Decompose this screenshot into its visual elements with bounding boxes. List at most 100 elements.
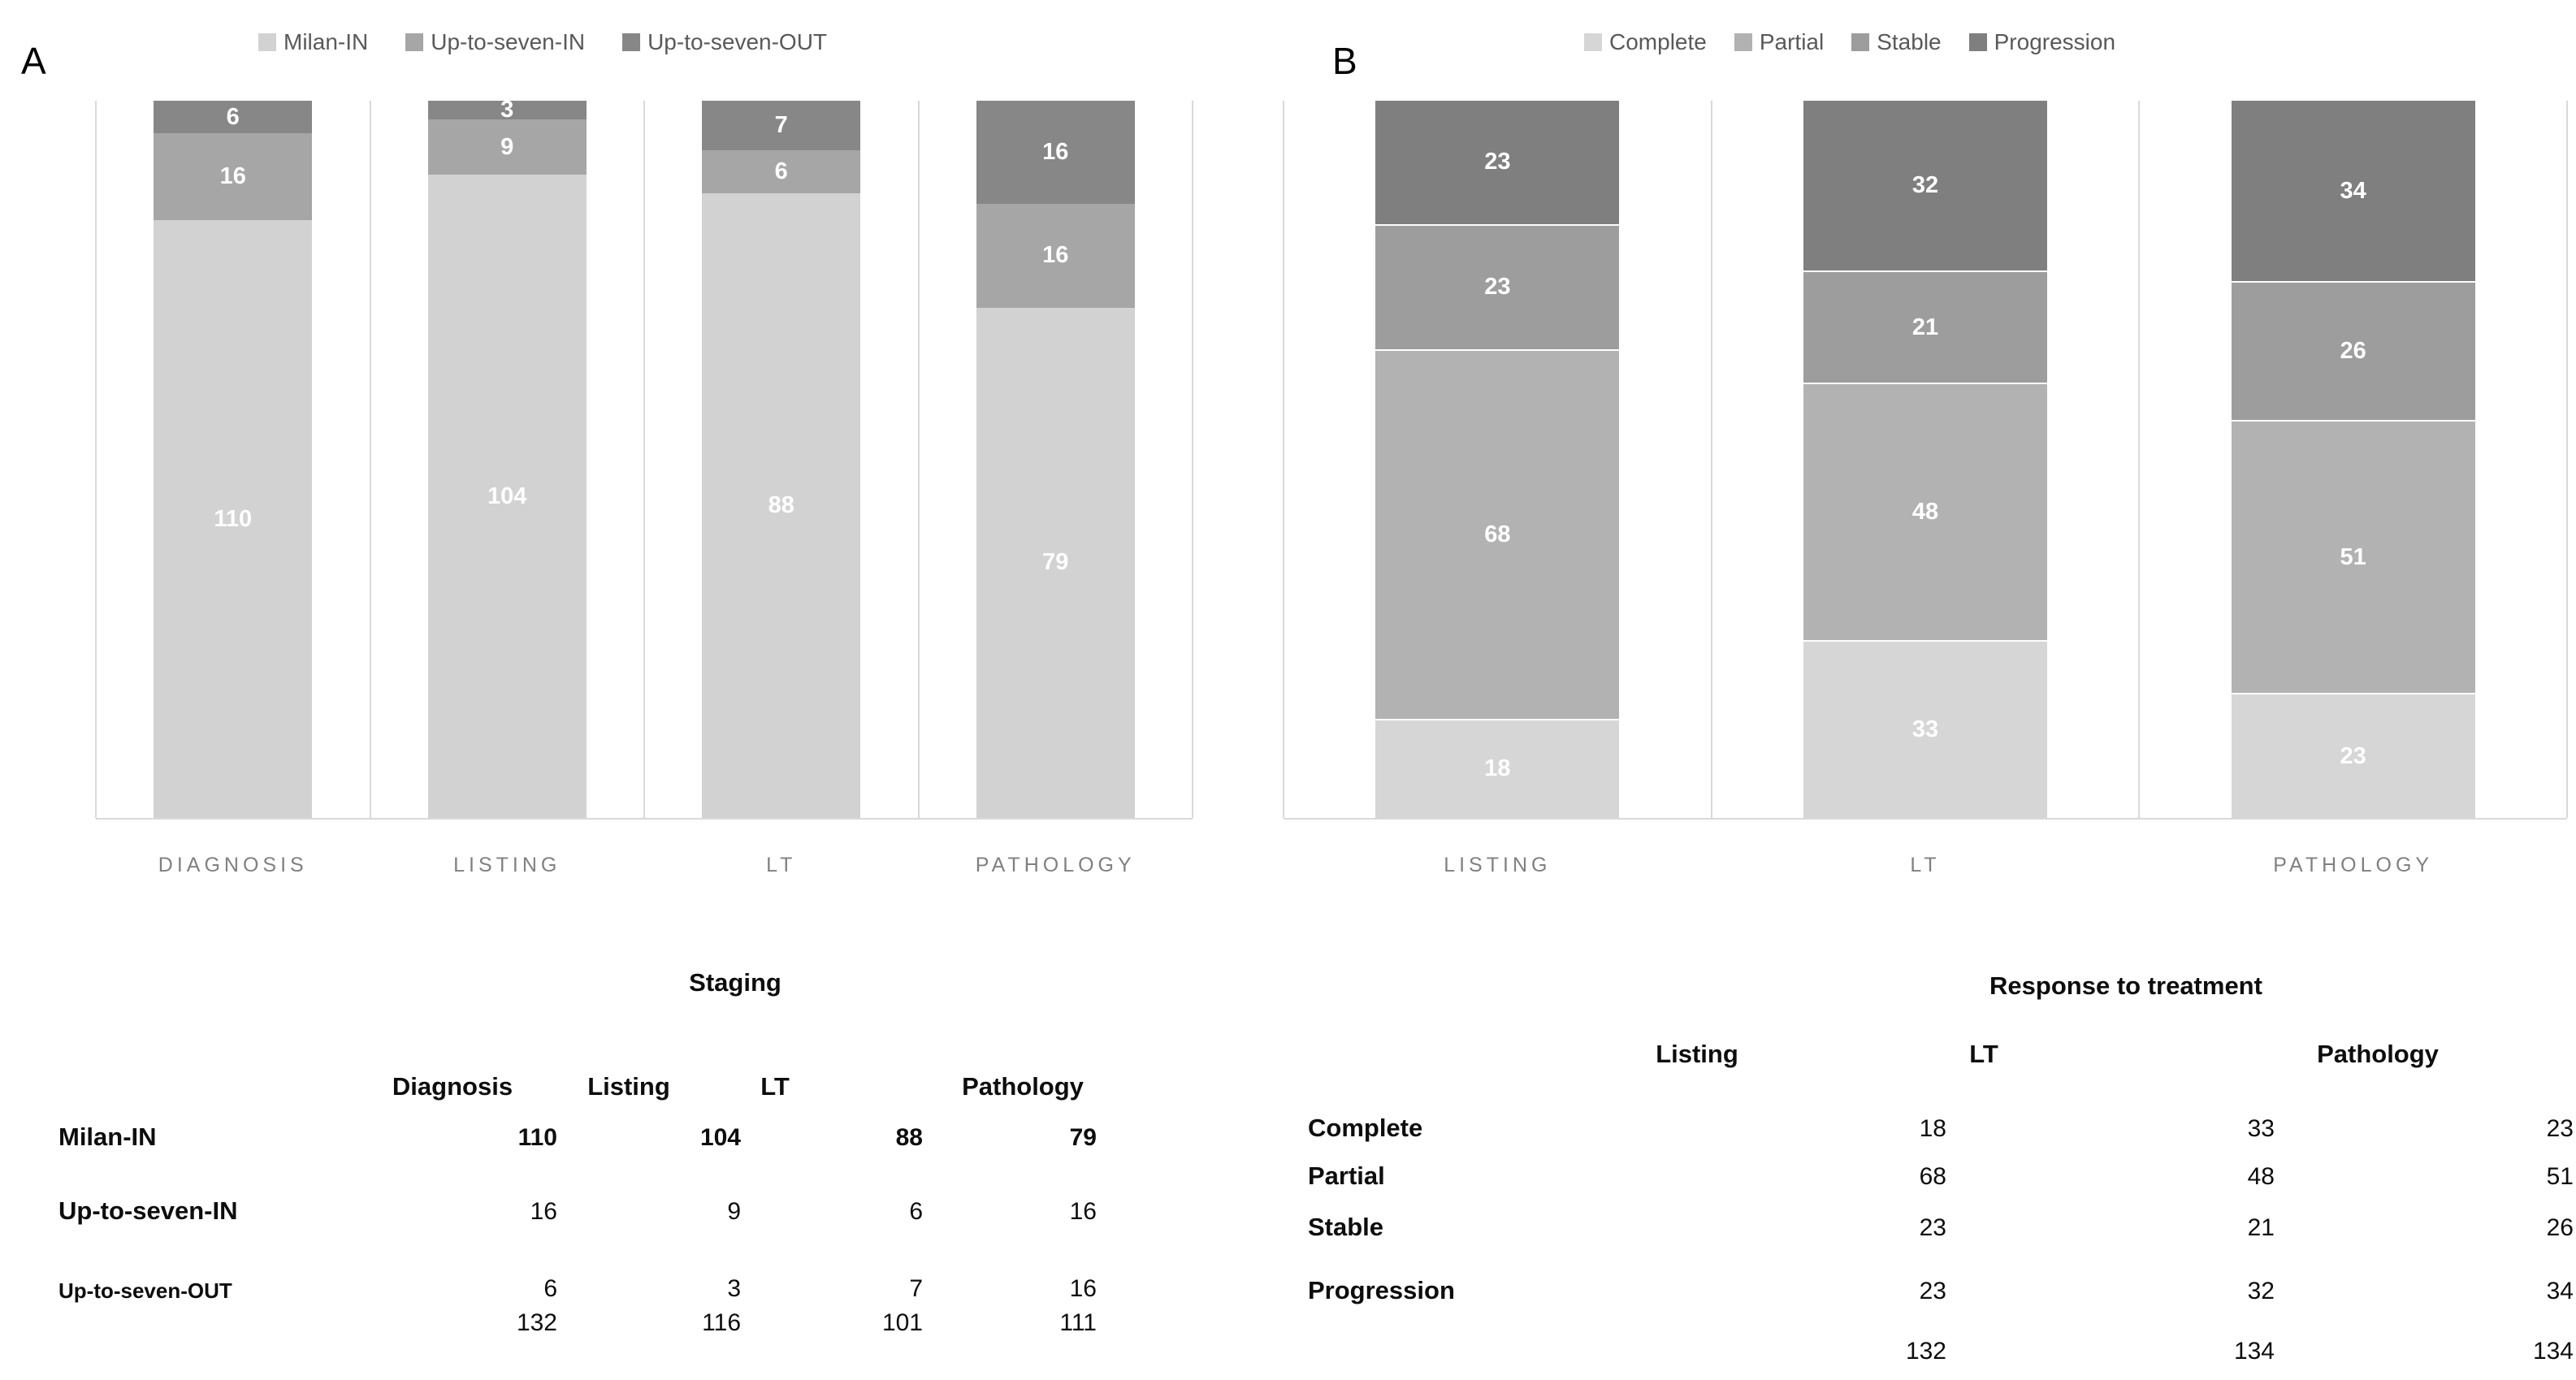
legend-item: Up-to-seven-IN bbox=[405, 29, 585, 55]
table-cell: 16 bbox=[530, 1198, 557, 1225]
table-cell: 23 bbox=[1919, 1214, 1946, 1241]
response-col-listing: Listing bbox=[1656, 1040, 1738, 1068]
segment-up-to-seven-in: 9 bbox=[427, 119, 587, 175]
table-cell: 33 bbox=[2247, 1115, 2275, 1142]
table-cell: 23 bbox=[2546, 1115, 2574, 1142]
segment-progression: 34 bbox=[2231, 101, 2475, 283]
legend-item: Complete bbox=[1584, 29, 1707, 55]
category-label-listing: LISTING bbox=[453, 854, 561, 876]
table-cell: 7 bbox=[909, 1275, 923, 1302]
pane-gridline bbox=[95, 101, 97, 818]
pane-gridline bbox=[917, 101, 920, 818]
legend-label: Up-to-seven-IN bbox=[431, 29, 586, 54]
staging-row-label: Milan-IN bbox=[58, 1123, 157, 1151]
segment-value-label: 6 bbox=[774, 158, 788, 184]
legend-chart-b: Complete Partial Stable Progression bbox=[1584, 29, 2115, 55]
segment-up-to-seven-in: 6 bbox=[702, 150, 861, 193]
legend-swatch-partial bbox=[1734, 33, 1752, 51]
pane-gridline bbox=[1192, 101, 1193, 818]
pane-gridline bbox=[2138, 101, 2141, 818]
segment-value-label: 32 bbox=[1911, 171, 1939, 198]
segment-value-label: 104 bbox=[487, 482, 527, 509]
legend-swatch-milan-in bbox=[258, 33, 276, 51]
staging-total: 116 bbox=[702, 1309, 741, 1336]
segment-value-label: 3 bbox=[500, 96, 514, 123]
category-label-diagnosis: DIAGNOSIS bbox=[158, 854, 308, 876]
segment-milan-in: 110 bbox=[154, 220, 313, 818]
segment-value-label: 21 bbox=[1911, 314, 1939, 340]
table-cell: 104 bbox=[699, 1124, 741, 1151]
segment-partial: 48 bbox=[1803, 384, 2047, 642]
pane-gridline bbox=[1283, 101, 1284, 818]
stacked-bar-chart-response: 18 68 23 23 LISTING 33 48 21 32 LT 23 51 26 34 PATHOLO… bbox=[1283, 101, 2568, 876]
stacked-bar-listing: 18 68 23 23 bbox=[1375, 101, 1620, 818]
table-cell: 26 bbox=[2546, 1214, 2574, 1241]
legend-swatch-complete bbox=[1584, 33, 1602, 51]
segment-value-label: 110 bbox=[214, 505, 253, 532]
segment-milan-in: 104 bbox=[427, 175, 587, 818]
response-row-label: Stable bbox=[1308, 1213, 1384, 1241]
table-cell: 34 bbox=[2546, 1278, 2574, 1304]
response-table-title: Response to treatment bbox=[1989, 971, 2262, 1000]
segment-value-label: 33 bbox=[1911, 716, 1939, 742]
staging-table-title: Staging bbox=[689, 968, 781, 997]
x-axis-line bbox=[96, 818, 1193, 820]
segment-progression: 32 bbox=[1803, 101, 2047, 272]
category-label-pathology: PATHOLOGY bbox=[975, 854, 1136, 876]
segment-value-label: 7 bbox=[774, 112, 788, 139]
segment-value-label: 18 bbox=[1484, 755, 1511, 782]
legend-item: Up-to-seven-OUT bbox=[622, 29, 827, 55]
segment-value-label: 34 bbox=[2340, 177, 2366, 204]
table-cell: 16 bbox=[1069, 1275, 1097, 1302]
table-cell: 3 bbox=[727, 1275, 741, 1302]
segment-complete: 18 bbox=[1375, 720, 1620, 818]
stacked-bar-lt: 88 6 7 bbox=[702, 101, 861, 818]
segment-progression: 23 bbox=[1375, 101, 1620, 226]
pane-gridline bbox=[643, 101, 645, 818]
response-col-lt: LT bbox=[1969, 1040, 1998, 1068]
legend-item: Progression bbox=[1968, 29, 2116, 55]
segment-milan-in: 88 bbox=[702, 193, 861, 818]
staging-col-listing: Listing bbox=[587, 1072, 670, 1101]
segment-up-to-seven-in: 16 bbox=[976, 204, 1135, 308]
segment-complete: 33 bbox=[1803, 641, 2047, 818]
legend-label: Progression bbox=[1994, 29, 2116, 54]
legend-label: Milan-IN bbox=[284, 29, 369, 54]
panel-b-label: B bbox=[1332, 40, 1357, 82]
pane-gridline bbox=[369, 101, 371, 818]
segment-value-label: 26 bbox=[2340, 338, 2366, 365]
staging-total: 101 bbox=[881, 1309, 923, 1336]
segment-value-label: 6 bbox=[226, 103, 240, 130]
segment-value-label: 23 bbox=[2340, 742, 2366, 769]
table-cell: 9 bbox=[727, 1198, 741, 1225]
stacked-bar-diagnosis: 110 16 6 bbox=[154, 101, 313, 818]
legend-item: Milan-IN bbox=[258, 29, 368, 55]
table-cell: 18 bbox=[1919, 1115, 1946, 1142]
table-cell: 16 bbox=[1069, 1198, 1097, 1225]
response-col-pathology: Pathology bbox=[2317, 1040, 2439, 1068]
category-label-lt: LT bbox=[1910, 854, 1941, 876]
pane-gridline bbox=[1710, 101, 1712, 818]
legend-swatch-stable bbox=[1851, 33, 1870, 51]
table-cell: 79 bbox=[1069, 1124, 1097, 1151]
segment-value-label: 79 bbox=[1042, 549, 1069, 576]
segment-milan-in: 79 bbox=[976, 307, 1135, 818]
segment-value-label: 16 bbox=[1042, 242, 1069, 269]
segment-value-label: 23 bbox=[1484, 274, 1511, 301]
legend-label: Up-to-seven-OUT bbox=[647, 29, 828, 54]
segment-up-to-seven-out: 6 bbox=[154, 101, 313, 134]
segment-partial: 51 bbox=[2231, 422, 2475, 695]
legend-label: Partial bbox=[1759, 29, 1825, 54]
staging-col-diagnosis: Diagnosis bbox=[392, 1072, 513, 1101]
table-cell: 110 bbox=[517, 1124, 557, 1151]
x-axis-line bbox=[1284, 818, 2567, 820]
response-total: 134 bbox=[2532, 1338, 2574, 1365]
response-row-label: Progression bbox=[1308, 1276, 1455, 1304]
legend-item: Stable bbox=[1851, 29, 1942, 55]
segment-partial: 68 bbox=[1375, 350, 1620, 720]
category-label-pathology: PATHOLOGY bbox=[2273, 854, 2434, 876]
stacked-bar-listing: 104 9 3 bbox=[427, 96, 587, 818]
response-row-label: Complete bbox=[1308, 1114, 1423, 1142]
segment-value-label: 88 bbox=[768, 491, 794, 518]
table-cell: 21 bbox=[2247, 1214, 2275, 1241]
